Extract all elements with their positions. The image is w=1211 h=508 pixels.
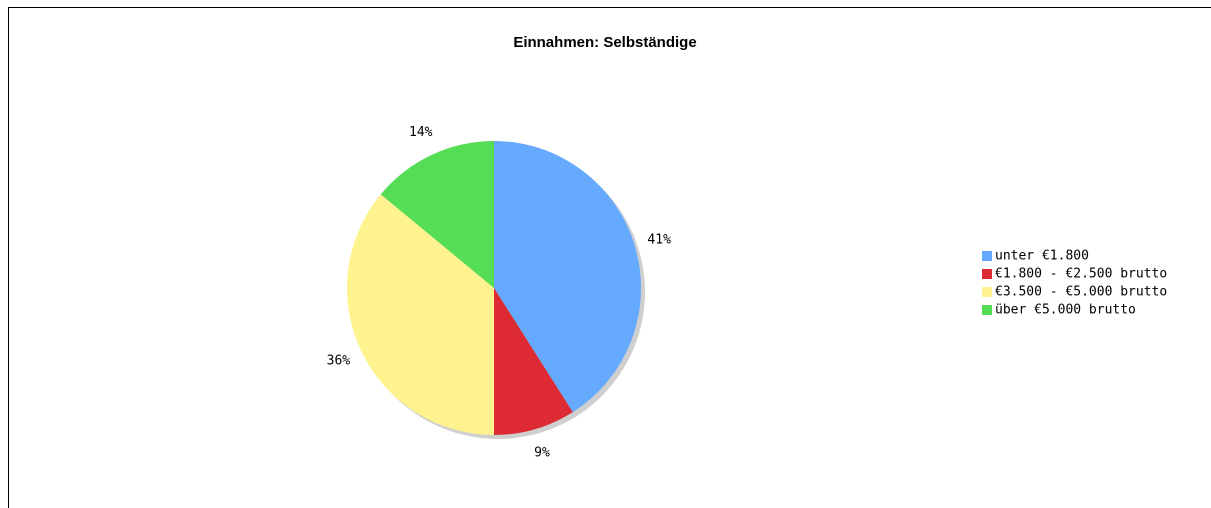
slice-label: 14% [409,125,433,140]
frame [8,7,1211,508]
pie-slice [494,288,573,435]
pie-slice [494,141,641,413]
legend-swatch [982,305,992,315]
legend-swatch [982,269,992,279]
legend-label: €3.500 - €5.000 brutto [995,285,1167,300]
pie-slice [380,141,494,288]
slice-label: 41% [647,233,671,248]
pie-slice [347,194,494,435]
legend-label: über €5.000 brutto [995,303,1136,318]
slice-label: 36% [327,354,351,369]
legend-swatch [982,251,992,261]
chart-title: Einnahmen: Selbständige [513,34,696,51]
slice-label: 9% [534,446,550,461]
legend-swatch [982,287,992,297]
legend-label: €1.800 - €2.500 brutto [995,267,1167,282]
legend-label: unter €1.800 [995,249,1089,264]
